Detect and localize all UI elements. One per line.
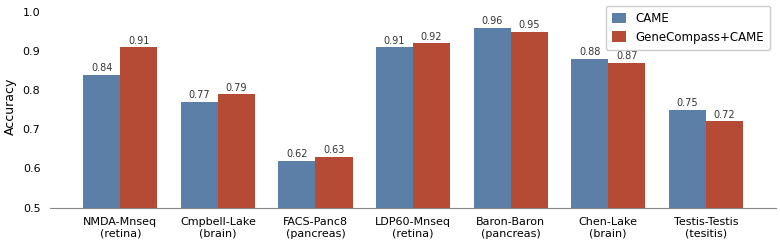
Bar: [315, 157, 353, 208]
Text: 0.75: 0.75: [676, 98, 698, 108]
Text: 0.88: 0.88: [579, 47, 601, 57]
Bar: [120, 47, 158, 208]
Text: 0.62: 0.62: [286, 149, 307, 159]
Text: 0.91: 0.91: [384, 36, 405, 46]
Text: 0.77: 0.77: [189, 90, 210, 100]
Bar: [376, 47, 413, 208]
Bar: [668, 110, 706, 208]
Text: 0.96: 0.96: [481, 16, 503, 26]
Bar: [218, 94, 255, 208]
Bar: [278, 161, 315, 208]
Text: 0.84: 0.84: [91, 63, 112, 73]
Text: 0.92: 0.92: [420, 32, 442, 42]
Bar: [181, 102, 218, 208]
Text: 0.91: 0.91: [128, 36, 150, 46]
Text: 0.95: 0.95: [519, 20, 540, 30]
Text: 0.87: 0.87: [616, 51, 637, 61]
Bar: [706, 122, 743, 208]
Y-axis label: Accuracy: Accuracy: [4, 77, 17, 135]
Text: 0.63: 0.63: [323, 145, 345, 155]
Bar: [511, 32, 548, 208]
Bar: [413, 43, 450, 208]
Bar: [83, 75, 120, 208]
Text: 0.79: 0.79: [225, 83, 247, 93]
Bar: [608, 63, 645, 208]
Bar: [473, 28, 511, 208]
Text: 0.72: 0.72: [714, 110, 735, 120]
Bar: [571, 59, 608, 208]
Legend: CAME, GeneCompass+CAME: CAME, GeneCompass+CAME: [606, 6, 770, 50]
